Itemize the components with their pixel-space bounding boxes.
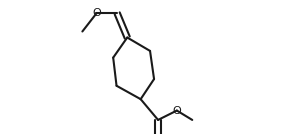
Text: O: O <box>172 106 181 116</box>
Text: O: O <box>92 8 101 18</box>
